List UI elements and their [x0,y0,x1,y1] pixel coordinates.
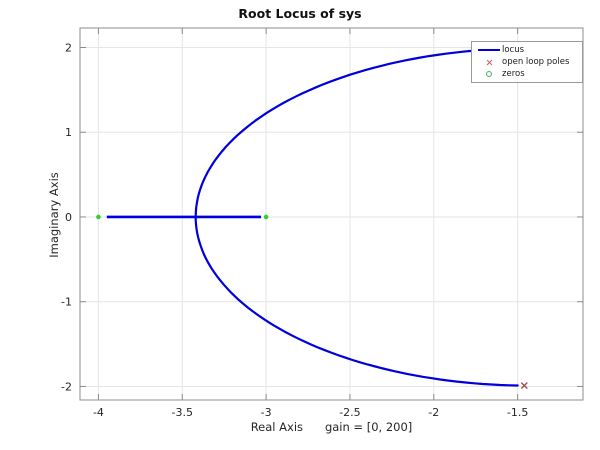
legend-label-zeros: zeros [502,69,525,79]
legend-label-locus: locus [502,45,525,55]
legend-item-open-loop-poles: open loop poles [476,56,578,68]
zero-marker [96,214,101,220]
x-axis-label: Real Axis gain = [0, 200] [250,420,413,434]
plot-title: Root Locus of sys [238,6,362,21]
legend-swatch-cell [476,71,502,77]
locus-complex-branches [194,47,525,387]
y-tick-label: -2 [61,380,72,393]
legend-swatch-cell [476,49,502,51]
y-tick-label: 0 [65,211,72,224]
legend-swatch-cell [476,59,502,66]
x-tick-label: -3 [261,406,272,419]
legend-item-zeros: zeros [476,68,578,80]
zero-marker [263,214,269,220]
plot-frame [79,27,584,401]
x-tick-label: -2 [428,406,439,419]
legend: locus open loop poles zeros [471,41,583,83]
x-tick-label: -2.5 [339,406,360,419]
pole-marker [520,382,528,390]
y-tick-label: -1 [61,296,72,309]
y-tick-label: 1 [65,126,72,139]
y-axis-label: Imaginary Axis [47,172,61,258]
y-tick-label: 2 [65,41,72,54]
zero-circle-marker-icon [486,71,492,77]
x-tick-label: -1.5 [507,406,528,419]
legend-label-open-loop-poles: open loop poles [502,57,570,67]
locus-line-swatch [478,49,500,51]
x-tick-label: -3.5 [172,406,193,419]
legend-item-locus: locus [476,44,578,56]
pole-x-marker-icon [486,59,493,66]
x-tick-label: -4 [93,406,104,419]
